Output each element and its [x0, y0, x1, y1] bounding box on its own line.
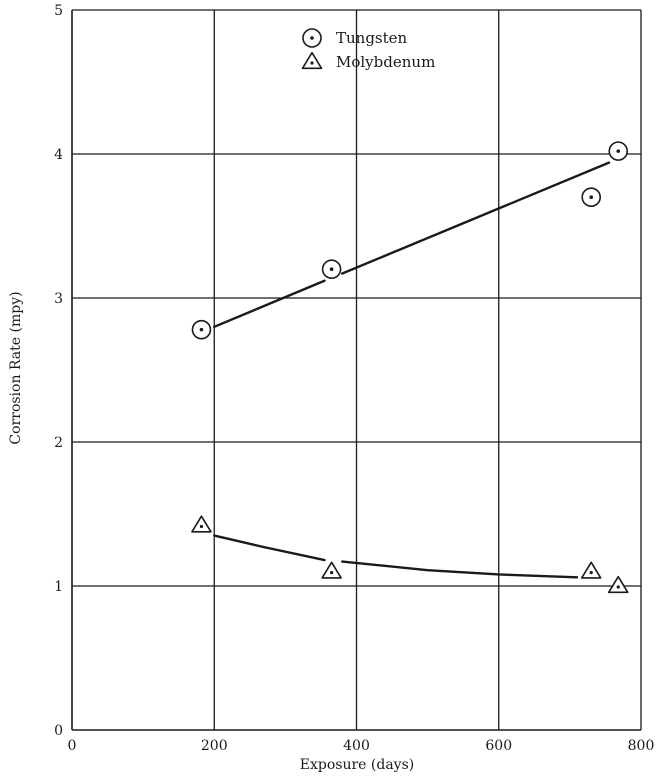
molybdenum-point	[321, 561, 342, 579]
y-tick-label: 5	[54, 3, 63, 19]
molybdenum-trend-line	[341, 560, 579, 579]
tungsten-point	[608, 141, 629, 161]
legend: Tungsten Molybdenum	[301, 28, 435, 71]
y-tick-label: 4	[54, 147, 63, 163]
tungsten-trend-line	[341, 161, 611, 275]
legend-tungsten-marker	[302, 28, 322, 48]
tungsten-point	[321, 259, 342, 280]
marker-dot	[330, 571, 334, 575]
marker-dot	[199, 327, 204, 332]
legend-molybdenum-marker	[301, 51, 323, 70]
marker-triangle	[191, 515, 212, 533]
x-tick-label: 200	[201, 738, 228, 754]
marker-dot	[310, 61, 314, 65]
trend-lines	[213, 161, 611, 579]
tungsten-point	[581, 187, 602, 207]
x-tick-label: 0	[68, 738, 77, 754]
marker-triangle	[607, 575, 629, 594]
molybdenum-trend-line	[213, 534, 326, 562]
marker-triangle	[301, 51, 323, 70]
data-points	[191, 141, 629, 594]
x-tick-label: 600	[485, 738, 512, 754]
y-tick-label: 0	[54, 723, 63, 739]
marker-dot	[589, 195, 594, 199]
legend-item: Molybdenum	[301, 51, 435, 71]
marker-triangle	[321, 561, 342, 579]
marker-dot	[310, 36, 314, 40]
marker-triangle	[580, 561, 602, 579]
y-tick-label: 3	[54, 291, 63, 307]
x-axis-label: Exposure (days)	[300, 757, 414, 773]
molybdenum-point	[191, 515, 212, 533]
molybdenum-point	[580, 561, 602, 579]
marker-dot	[616, 585, 620, 589]
marker-dot	[199, 524, 204, 529]
marker-dot	[589, 571, 593, 575]
y-tick-label: 1	[54, 579, 63, 595]
y-axis-label: Corrosion Rate (mpy)	[8, 291, 24, 444]
tungsten-point	[191, 319, 212, 340]
legend-item: Tungsten	[302, 28, 408, 48]
marker-dot	[329, 267, 334, 272]
legend-tungsten-label: Tungsten	[336, 29, 408, 47]
tick-labels: 0 200 400 600 800 0 1 2 3 4 5	[54, 3, 654, 754]
x-tick-label: 400	[343, 738, 370, 754]
y-tick-label: 2	[54, 435, 63, 451]
grid	[72, 9, 642, 730]
marker-dot	[616, 149, 621, 153]
x-tick-label: 800	[628, 738, 655, 754]
axes	[71, 10, 641, 731]
legend-molybdenum-label: Molybdenum	[336, 53, 435, 71]
molybdenum-point	[607, 575, 629, 594]
tungsten-trend-line	[213, 279, 326, 328]
